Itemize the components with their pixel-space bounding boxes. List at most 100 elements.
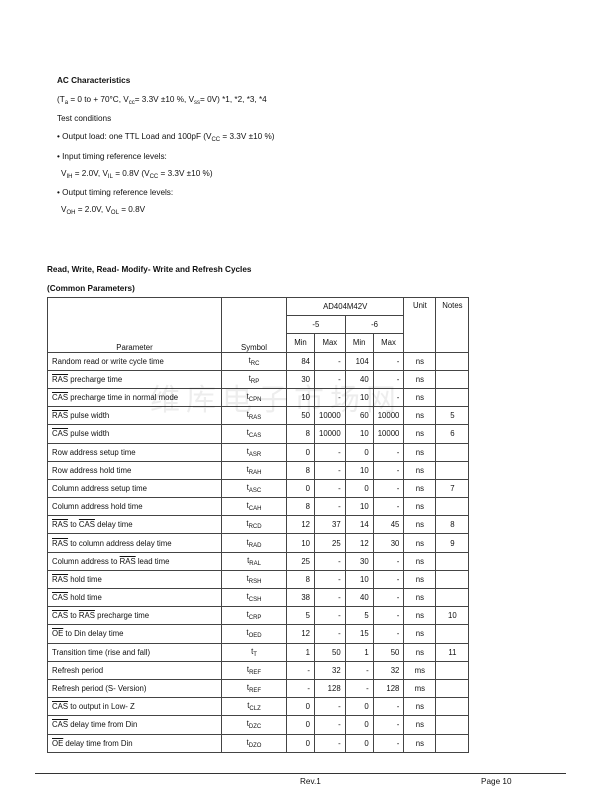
- header-grade-5: -5: [286, 315, 346, 335]
- value-min-5: 25: [286, 551, 315, 571]
- notes-cell: [435, 369, 470, 389]
- parameter-text: precharge time: [68, 374, 123, 384]
- unit-cell: ns: [403, 497, 437, 517]
- header-notes: Notes: [435, 297, 470, 353]
- value-max-5: -: [314, 715, 346, 735]
- table-row: Refresh period (S- Version) tREF -128-128 m…: [47, 678, 470, 699]
- value-max-6: 50: [372, 642, 405, 662]
- subscript: CC: [211, 137, 221, 143]
- value-min-5: 10: [286, 533, 315, 553]
- header-parameter: Parameter: [47, 297, 222, 353]
- symbol-cell: tRAL: [221, 551, 287, 571]
- table-row: Transition time (rise and fall) tT 1 50 1 50 n…: [47, 642, 470, 662]
- subscript: cc: [128, 100, 135, 106]
- notes-cell: [435, 460, 470, 480]
- parameter-text: Column address setup time: [52, 483, 147, 493]
- symbol-cell: tRAD: [221, 533, 287, 553]
- input-ref-label: • Input timing reference levels:: [57, 152, 167, 161]
- parameter-cell: RAS to column address delay time: [47, 533, 222, 553]
- notes-cell: [435, 678, 470, 699]
- symbol-cell: tOED: [221, 624, 287, 644]
- notes-cell: [435, 569, 470, 590]
- parameter-text: delay time from Din: [68, 720, 138, 730]
- symbol-cell: tCRP: [221, 606, 287, 626]
- notes-cell: [435, 660, 470, 680]
- overlined-signal: CAS: [52, 393, 69, 403]
- value-min-5: 84: [286, 351, 315, 371]
- value-max-6: -: [372, 715, 405, 735]
- parameter-cell: Row address setup time: [47, 442, 222, 462]
- value-min-6: 14: [344, 515, 374, 535]
- unit-cell: ns: [403, 569, 437, 590]
- parameter-text: to output in Low- Z: [68, 702, 135, 712]
- parameter-cell: RAS to CAS delay time: [47, 515, 222, 535]
- header-max-5: Max: [314, 333, 346, 353]
- unit-cell: ms: [403, 660, 437, 680]
- subscript: ss: [194, 100, 201, 106]
- value-min-6: 10: [344, 497, 374, 517]
- notes-cell: [435, 497, 470, 517]
- parameter-text: hold time: [68, 574, 102, 584]
- notes-cell: 6: [435, 424, 470, 444]
- notes-cell: 11: [435, 642, 470, 662]
- unit-cell: ns: [403, 478, 437, 499]
- symbol-subscript: RSH: [248, 578, 262, 585]
- header-max-6: Max: [372, 333, 405, 353]
- value-max-6: -: [372, 606, 405, 626]
- text-segment: V: [61, 205, 67, 214]
- unit-cell: ns: [403, 515, 437, 535]
- value-max-5: 10000: [314, 424, 346, 444]
- table-row: OE to Din delay time tOED 12-15- ns: [47, 624, 470, 644]
- symbol-subscript: CSH: [248, 597, 262, 604]
- unit-cell: ns: [403, 715, 437, 735]
- value-min-5: 8: [286, 569, 315, 590]
- value-min-5: -: [286, 678, 315, 699]
- value-min-6: 10: [344, 424, 374, 444]
- value-min-5: 38: [286, 587, 315, 608]
- symbol-subscript: RCD: [248, 524, 262, 531]
- symbol-cell: tRP: [221, 369, 287, 389]
- value-max-5: -: [314, 569, 346, 590]
- value-min-5: 12: [286, 624, 315, 644]
- unit-cell: ns: [403, 351, 437, 371]
- overlined-signal: RAS: [119, 556, 136, 566]
- value-min-6: 10: [344, 460, 374, 480]
- parameter-cell: Random read or write cycle time: [47, 351, 222, 371]
- symbol-cell: tDZO: [221, 733, 287, 753]
- symbol-cell: tCAH: [221, 497, 287, 517]
- text-segment: = 0.8V: [118, 205, 146, 214]
- value-min-6: 0: [344, 715, 374, 735]
- unit-cell: ns: [403, 697, 437, 717]
- value-max-6: -: [372, 733, 405, 753]
- value-max-6: -: [372, 624, 405, 644]
- ac-title: AC Characteristics: [57, 76, 131, 85]
- value-min-5: -: [286, 660, 315, 680]
- value-max-6: 32: [372, 660, 405, 680]
- section-title: Read, Write, Read- Modify- Write and Ref…: [47, 265, 252, 274]
- parameter-cell: Transition time (rise and fall): [47, 642, 222, 662]
- unit-cell: ns: [403, 624, 437, 644]
- unit-cell: ns: [403, 587, 437, 608]
- table-row: RAS to CAS delay time tRCD 12 37 14 45 ns 8: [47, 515, 470, 535]
- notes-cell: [435, 733, 470, 753]
- overlined-signal: CAS: [52, 429, 69, 439]
- symbol-cell: tASC: [221, 478, 287, 499]
- value-min-6: 40: [344, 587, 374, 608]
- subscript: IH: [66, 174, 73, 180]
- overlined-signal: RAS: [52, 520, 69, 530]
- text-segment: = 2.0V, V: [75, 205, 111, 214]
- parameter-text: Refresh period: [52, 665, 104, 675]
- value-min-5: 1: [286, 642, 315, 662]
- symbol-subscript: OED: [248, 633, 262, 640]
- parameter-cell: Refresh period (S- Version): [47, 678, 222, 699]
- symbol-subscript: REF: [249, 688, 262, 695]
- table-row: CAS pulse width tCAS 8 10000 10 10000 ns 6: [47, 424, 470, 444]
- text-segment: = 0V) *1, *2, *3, *4: [200, 95, 267, 104]
- value-min-5: 0: [286, 442, 315, 462]
- value-max-5: -: [314, 697, 346, 717]
- parameter-cell: RAS hold time: [47, 569, 222, 590]
- value-min-6: 12: [344, 533, 374, 553]
- value-max-6: 30: [372, 533, 405, 553]
- parameter-text: hold time: [68, 593, 102, 603]
